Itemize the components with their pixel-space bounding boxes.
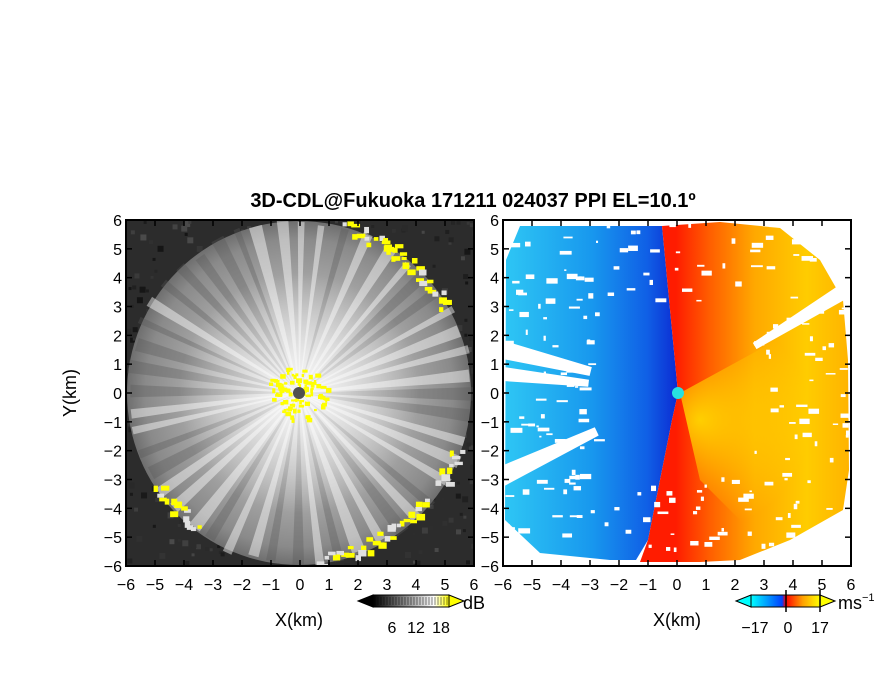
x-tick-label: −1	[639, 577, 657, 594]
y-tick-label: −4	[481, 501, 499, 518]
intensity-colorbar: 6 12 18 dB	[356, 593, 485, 637]
y-tick-label: −1	[481, 415, 499, 432]
velocity-axes: −6 −5 −4 −3 −2 −1 0 1 2 3 4 5 6 −6 −5 −4 −3 −2 −1 0 1 2 3 4 5 6	[481, 213, 856, 594]
intensity-center-echoes	[269, 367, 332, 423]
y-tick-label: −2	[481, 444, 499, 461]
intensity-plot-area	[126, 220, 474, 566]
y-tick-label: −4	[104, 501, 122, 518]
y-tick-label: −5	[481, 530, 499, 547]
intensity-x-axis-label: X(km)	[275, 610, 323, 630]
velocity-x-axis-label: X(km)	[653, 610, 701, 630]
y-tick-label: 6	[113, 213, 122, 230]
x-tick-label: −4	[552, 577, 570, 594]
y-tick-label: 1	[490, 357, 499, 374]
y-tick-label: −6	[104, 559, 122, 576]
y-tick-label: 4	[490, 271, 499, 288]
velocity-colorbar-tick-zero: 0	[784, 620, 793, 637]
x-tick-label: 6	[847, 577, 856, 594]
velocity-site-marker	[672, 387, 684, 399]
x-tick-label: 6	[470, 577, 479, 594]
y-tick-label: −6	[481, 559, 499, 576]
y-tick-label: −1	[104, 415, 122, 432]
x-tick-label: 1	[325, 577, 334, 594]
velocity-colorbar-low-arrow	[734, 594, 752, 608]
x-tick-label: 5	[818, 577, 827, 594]
velocity-colorbar-high-arrow	[819, 594, 837, 608]
y-tick-label: 1	[113, 357, 122, 374]
x-tick-label: 2	[354, 577, 363, 594]
chart-title: 3D-CDL@Fukuoka 171211 024037 PPI EL=10.1…	[250, 190, 695, 212]
x-tick-label: −5	[146, 577, 164, 594]
y-tick-label: −5	[104, 530, 122, 547]
intensity-colorbar-high-arrow	[448, 594, 466, 608]
y-tick-label: −3	[104, 473, 122, 490]
x-tick-label: −2	[233, 577, 251, 594]
velocity-colorbar-tick-max: 17	[811, 620, 829, 637]
velocity-colorbar-tick-min: −17	[741, 620, 768, 637]
y-tick-label: 5	[113, 242, 122, 259]
x-tick-label: −4	[175, 577, 193, 594]
y-tick-label: −2	[104, 444, 122, 461]
intensity-colorbar-tick-18: 18	[432, 620, 450, 637]
intensity-colorbar-tick-6: 6	[388, 620, 397, 637]
y-tick-label: 2	[113, 328, 122, 345]
velocity-data-gaps	[503, 222, 851, 566]
x-tick-label: 4	[412, 577, 421, 594]
y-tick-label: 0	[113, 386, 122, 403]
intensity-colorbar-low-arrow	[356, 594, 374, 608]
intensity-colorbar-tick-12: 12	[407, 620, 425, 637]
y-tick-label: 3	[113, 300, 122, 317]
x-tick-label: −3	[581, 577, 599, 594]
x-tick-label: 1	[702, 577, 711, 594]
x-tick-label: −6	[494, 577, 512, 594]
y-tick-label: −3	[481, 473, 499, 490]
x-tick-label: −6	[117, 577, 135, 594]
x-tick-label: 3	[383, 577, 392, 594]
velocity-colorbar: −17 0 17 ms−1	[734, 590, 875, 637]
radar-site-marker	[293, 387, 305, 399]
y-tick-label: 2	[490, 328, 499, 345]
x-tick-label: −2	[610, 577, 628, 594]
x-tick-label: −1	[262, 577, 280, 594]
y-tick-label: 3	[490, 300, 499, 317]
y-tick-label: 0	[490, 386, 499, 403]
x-tick-label: −3	[204, 577, 222, 594]
intensity-axes: −6 −5 −4 −3 −2 −1 0 1 2 3 4 5 6 −6 −5 −4 −3 −2 −1 0 1 2 3 4 5 6	[104, 213, 479, 594]
velocity-approaching-region	[505, 226, 678, 560]
x-tick-label: 2	[731, 577, 740, 594]
velocity-colorbar-unit: ms−1	[838, 592, 875, 613]
y-tick-label: 6	[490, 213, 499, 230]
velocity-panel: −6 −5 −4 −3 −2 −1 0 1 2 3 4 5 6 −6 −5 −4 −3 −2 −1 0 1 2 3 4 5 6 X…	[481, 213, 875, 637]
y-tick-label: 5	[490, 242, 499, 259]
x-tick-label: 5	[441, 577, 450, 594]
y-tick-label: 4	[113, 271, 122, 288]
intensity-colorbar-unit: dB	[463, 593, 485, 613]
x-tick-label: 0	[296, 577, 305, 594]
intensity-y-axis-label: Y(km)	[60, 369, 80, 417]
x-tick-label: 0	[673, 577, 682, 594]
x-tick-label: 4	[789, 577, 798, 594]
x-tick-label: 3	[760, 577, 769, 594]
intensity-rim-echoes	[153, 221, 466, 566]
velocity-plot-area	[503, 220, 851, 566]
x-tick-label: −5	[523, 577, 541, 594]
